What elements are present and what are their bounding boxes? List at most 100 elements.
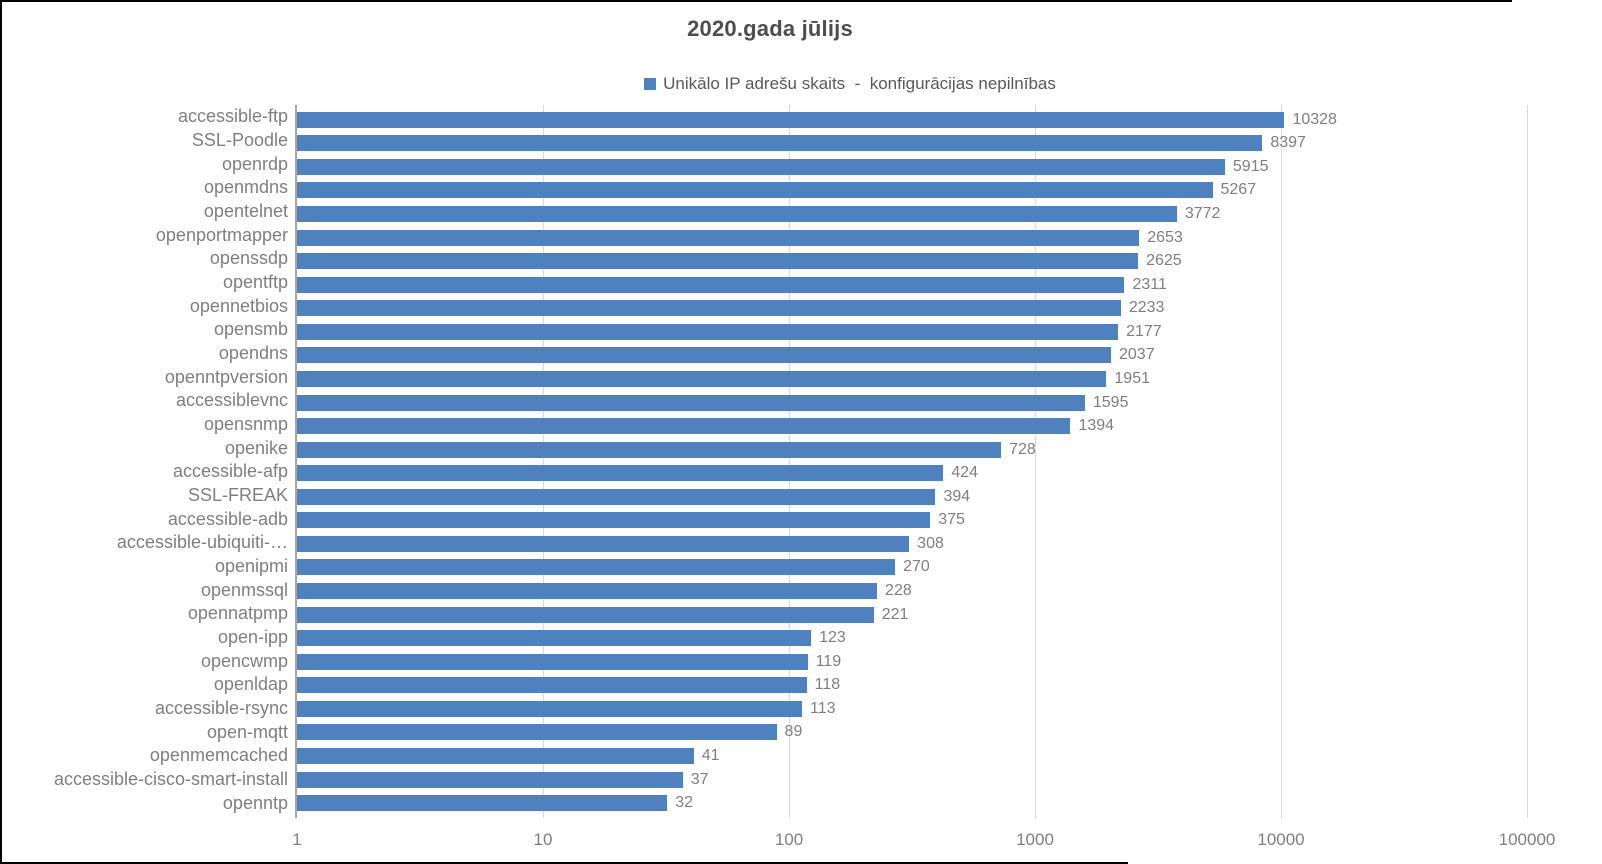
bar — [297, 747, 694, 764]
bar-row: 2177 — [297, 320, 1527, 344]
value-label: 8397 — [1270, 134, 1306, 152]
value-label: 1394 — [1078, 417, 1115, 435]
bar — [297, 465, 944, 482]
category-label: accessible-afp — [172, 461, 288, 482]
value-label: 3772 — [1184, 205, 1221, 223]
gridline — [789, 105, 790, 818]
bar-row: 375 — [297, 509, 1527, 533]
category-label: openipmi — [214, 556, 288, 577]
bar — [297, 300, 1121, 317]
category-label: openntp — [222, 792, 288, 813]
category-label: openike — [224, 437, 288, 458]
category-label: SSL-Poodle — [191, 130, 288, 150]
bar — [297, 347, 1111, 364]
chart-title: 2020.gada jūlijs — [687, 16, 853, 41]
bar-row: 32 — [297, 791, 1527, 815]
category-label: accessible-ubiquiti-… — [116, 532, 288, 553]
category-axis: accessible-ftp SSL-Poodle openrdp openmdns o… — [0, 105, 288, 815]
value-label: 10328 — [1292, 110, 1337, 128]
bar-row: 123 — [297, 626, 1527, 650]
bar — [297, 583, 878, 600]
bar-row: 113 — [297, 697, 1527, 721]
bar-rows: 10328 8397 5915 5267 3772 2653 2625 2311 2233 217… — [297, 108, 1527, 815]
bar — [297, 700, 803, 717]
category-label: accessible-adb — [167, 508, 288, 529]
category-label: openldap — [213, 674, 288, 695]
bar — [297, 253, 1139, 270]
x-tick-label: 10000 — [1257, 830, 1305, 849]
bar — [297, 418, 1071, 435]
bar-row: 2233 — [297, 297, 1527, 321]
bar-row: 119 — [297, 650, 1527, 674]
x-tick-label: 1 — [292, 830, 302, 849]
value-label: 118 — [814, 676, 841, 694]
bar-row: 2311 — [297, 273, 1527, 297]
bar — [297, 441, 1002, 458]
bar — [297, 559, 896, 576]
bar — [297, 394, 1085, 411]
bar-row: 10328 — [297, 108, 1527, 132]
bar-row: 394 — [297, 485, 1527, 509]
bar-row: 308 — [297, 532, 1527, 556]
category-label: open-mqtt — [206, 721, 288, 742]
category-label: openportmapper — [155, 224, 288, 245]
value-label: 123 — [819, 629, 846, 647]
bar-row: 1595 — [297, 391, 1527, 415]
value-label: 375 — [938, 511, 965, 529]
category-label: accessible-rsync — [154, 698, 288, 719]
category-label: accessible-cisco-smart-install — [53, 769, 288, 790]
category-label: opennatpmp — [187, 603, 288, 624]
category-label: opennetbios — [189, 295, 288, 316]
category-label: openntpversion — [164, 366, 288, 387]
bar — [297, 323, 1119, 340]
value-label: 2037 — [1119, 346, 1155, 364]
bar — [297, 370, 1107, 387]
bar-row: 118 — [297, 674, 1527, 698]
category-label: opensmb — [213, 319, 288, 340]
bar — [297, 653, 808, 670]
value-label: 2233 — [1128, 299, 1165, 317]
gridline — [1281, 105, 1282, 818]
value-label: 308 — [917, 534, 944, 552]
bar — [297, 535, 910, 552]
x-tick-label: 10 — [533, 830, 553, 849]
bar — [297, 111, 1285, 128]
value-label: 2311 — [1132, 275, 1167, 293]
category-label: opendns — [218, 343, 288, 364]
x-axis: 1 10 100 1000 10000 100000 — [292, 830, 1555, 854]
bar-row: 41 — [297, 744, 1527, 768]
plot-area: 10328 8397 5915 5267 3772 2653 2625 2311 2233 217… — [295, 105, 1528, 818]
bar — [297, 276, 1125, 293]
category-label: accessiblevnc — [175, 390, 288, 411]
category-label: openrdp — [221, 153, 288, 174]
value-label: 728 — [1009, 440, 1036, 458]
category-label: accessible-ftp — [177, 106, 288, 127]
value-label: 37 — [690, 770, 709, 788]
category-label: openmemcached — [149, 745, 288, 766]
bar-row: 221 — [297, 603, 1527, 627]
category-label: SSL-FREAK — [187, 485, 288, 506]
category-axis-line — [295, 105, 297, 818]
category-label: open-ipp — [217, 627, 288, 648]
bar-row: 1951 — [297, 367, 1527, 391]
bar-row: 728 — [297, 438, 1527, 462]
category-label: openmssql — [200, 579, 288, 600]
category-label: opentftp — [222, 272, 288, 293]
category-label: opensnmp — [203, 414, 288, 435]
bar — [297, 229, 1140, 246]
bar-row: 37 — [297, 768, 1527, 792]
bar-row: 5267 — [297, 179, 1527, 203]
bar-row: 3772 — [297, 202, 1527, 226]
bar-row: 1394 — [297, 414, 1527, 438]
value-label: 2177 — [1126, 322, 1162, 340]
bar — [297, 606, 874, 623]
bar — [297, 771, 683, 788]
value-label: 1951 — [1114, 369, 1150, 387]
value-label: 5267 — [1220, 181, 1257, 199]
frame-bottom — [0, 862, 1128, 864]
x-tick-label: 1000 — [1016, 830, 1054, 849]
value-label: 119 — [815, 652, 842, 670]
value-label: 270 — [903, 558, 930, 576]
gridline — [1527, 105, 1528, 818]
value-label: 32 — [675, 794, 694, 812]
